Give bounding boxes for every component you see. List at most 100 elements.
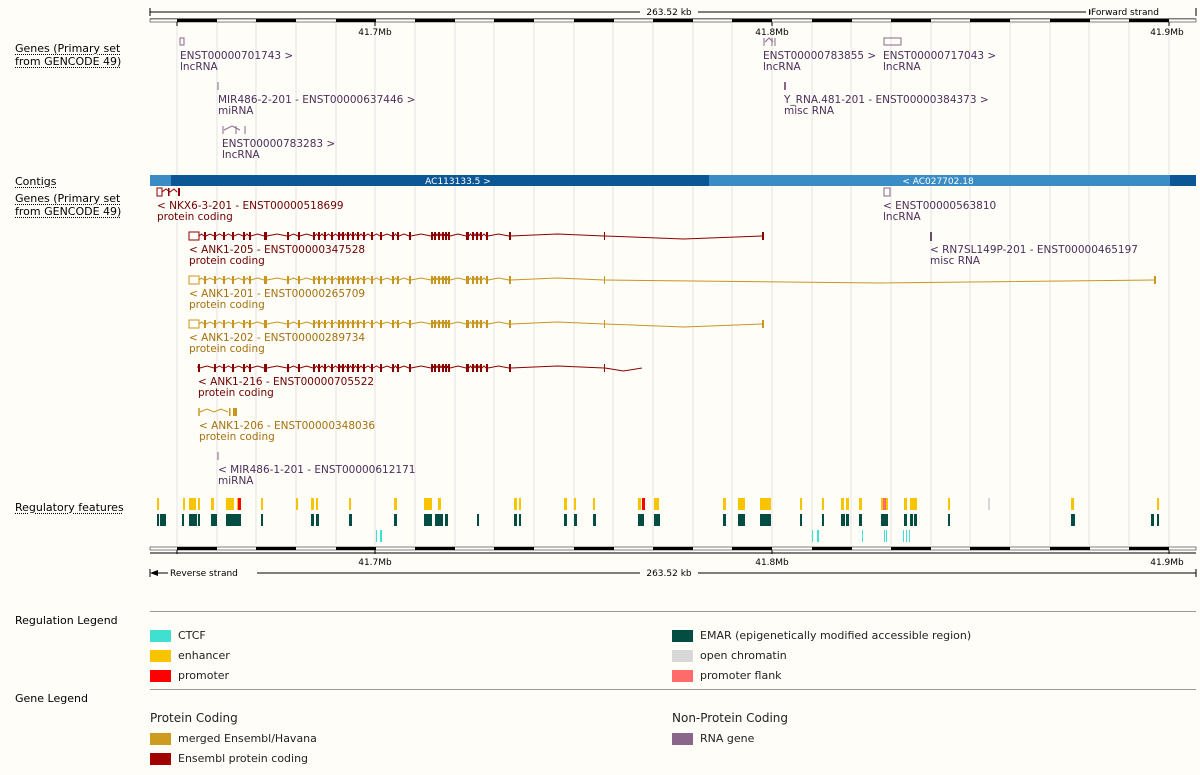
ruler-block bbox=[653, 19, 693, 22]
exon bbox=[476, 364, 478, 372]
exon bbox=[604, 276, 605, 284]
emar-feature bbox=[394, 514, 397, 526]
transcript-ANK1-202[interactable]: < ANK1-202 - ENST00000289734 protein cod… bbox=[188, 319, 764, 355]
gene-NKX6-3-201[interactable]: < NKX6-3-201 - ENST00000518699 protein c… bbox=[156, 187, 344, 223]
legend-text: RNA gene bbox=[700, 732, 755, 745]
contig-AC113133[interactable] bbox=[171, 175, 701, 186]
intron bbox=[325, 233, 332, 237]
legend-swatch bbox=[150, 649, 171, 662]
exon bbox=[347, 320, 349, 328]
gene-ENST00000717043[interactable]: ENST00000717043 > lncRNA bbox=[883, 37, 996, 73]
exon bbox=[409, 276, 411, 284]
ruler-tick-bottom-2: 41.8Mb bbox=[755, 558, 789, 568]
exon bbox=[298, 232, 300, 240]
transcript-ANK1-206[interactable]: < ANK1-206 - ENST00000348036 protein cod… bbox=[198, 408, 375, 443]
intron bbox=[468, 277, 473, 281]
emar-feature bbox=[189, 514, 197, 526]
track-label-contigs[interactable]: Contigs bbox=[15, 175, 57, 188]
enhancer-feature bbox=[311, 498, 314, 510]
ruler-tick-bottom-3: 41.9Mb bbox=[1150, 558, 1184, 568]
exon bbox=[762, 232, 764, 240]
ruler-block bbox=[177, 19, 217, 22]
gene-biotype: lncRNA bbox=[763, 61, 801, 73]
exon bbox=[352, 364, 354, 372]
intron bbox=[348, 365, 353, 369]
intron bbox=[510, 277, 605, 281]
track-label-genes-reverse[interactable]: Genes (Primary set from GENCODE 49) bbox=[15, 192, 121, 218]
intron bbox=[435, 276, 439, 281]
ruler-tick-bottom-1: 41.7Mb bbox=[358, 558, 392, 568]
gene-RN7SL149P-201[interactable]: < RN7SL149P-201 - ENST00000465197 misc R… bbox=[930, 232, 1138, 267]
exon bbox=[445, 232, 447, 240]
legend-ctcf: CTCF bbox=[150, 629, 206, 642]
ctcf-feature bbox=[884, 530, 885, 542]
gene-ENST00000783855[interactable]: ENST00000783855 > lncRNA bbox=[763, 37, 876, 73]
enhancer-feature bbox=[394, 498, 397, 510]
exon bbox=[442, 232, 444, 240]
exon bbox=[331, 232, 333, 240]
intron bbox=[358, 321, 364, 325]
track-label-genes-forward[interactable]: Genes (Primary set from GENCODE 49) bbox=[15, 42, 121, 68]
gene-name: < RN7SL149P-201 - ENST00000465197 bbox=[930, 244, 1138, 256]
exon bbox=[287, 364, 289, 372]
transcript-ANK1-201[interactable]: < ANK1-201 - ENST00000265709 protein cod… bbox=[188, 275, 1156, 311]
gene-ENST00000783283[interactable]: ENST00000783283 > lncRNA bbox=[222, 125, 335, 161]
enhancer-feature bbox=[519, 498, 521, 510]
intron bbox=[343, 233, 348, 237]
gene-biotype: protein coding bbox=[157, 211, 233, 223]
enhancer-feature bbox=[261, 498, 263, 510]
gene-MIR486-2-201[interactable]: MIR486-2-201 - ENST00000637446 > miRNA bbox=[217, 82, 415, 117]
intron bbox=[446, 321, 449, 325]
exon bbox=[448, 364, 450, 372]
exon bbox=[392, 364, 394, 372]
exon bbox=[371, 276, 373, 284]
legend-swatch bbox=[150, 732, 171, 745]
ruler-block bbox=[732, 19, 772, 22]
exon bbox=[466, 276, 469, 284]
gene-Y_RNA-481-201[interactable]: Y_RNA.481-201 - ENST00000384373 > misc R… bbox=[783, 82, 989, 117]
exon bbox=[331, 364, 333, 372]
intron bbox=[449, 321, 467, 325]
intron bbox=[439, 320, 443, 325]
transcript-ANK1-205[interactable]: < ANK1-205 - ENST00000347528 protein cod… bbox=[188, 231, 764, 267]
intron bbox=[244, 365, 250, 369]
intron bbox=[410, 365, 432, 369]
intron bbox=[468, 321, 473, 325]
intron bbox=[432, 321, 435, 325]
exon bbox=[486, 320, 488, 328]
exon bbox=[380, 364, 382, 372]
emar-feature bbox=[316, 514, 319, 526]
exon bbox=[313, 320, 315, 328]
regulatory-features-track bbox=[157, 498, 1159, 542]
utr-block bbox=[188, 319, 200, 329]
contig-AC027702[interactable] bbox=[709, 175, 1170, 186]
promoter-feature bbox=[238, 498, 241, 510]
exon bbox=[371, 364, 373, 372]
reverse-genes-track: < NKX6-3-201 - ENST00000518699 protein c… bbox=[156, 187, 1156, 487]
intron bbox=[288, 277, 299, 281]
gene-name: < NKX6-3-201 - ENST00000518699 bbox=[157, 200, 344, 212]
intron bbox=[343, 277, 348, 281]
exon bbox=[434, 364, 436, 372]
intron bbox=[325, 365, 332, 369]
exon bbox=[243, 276, 245, 284]
gene-MIR486-1-201[interactable]: < MIR486-1-201 - ENST00000612171 miRNA bbox=[217, 452, 415, 487]
intron bbox=[325, 321, 332, 325]
intron bbox=[473, 364, 477, 369]
intron bbox=[358, 277, 364, 281]
promoter-feature bbox=[642, 498, 645, 510]
gene-ENST00000701743[interactable]: ENST00000701743 > lncRNA bbox=[179, 37, 293, 73]
ctcf-feature bbox=[886, 530, 887, 542]
exon bbox=[249, 364, 251, 372]
ctcf-feature bbox=[903, 530, 904, 542]
gene-name: < ANK1-205 - ENST00000347528 bbox=[189, 244, 365, 256]
ruler-block bbox=[336, 547, 376, 550]
legend-swatch bbox=[672, 629, 693, 642]
gene-biotype: lncRNA bbox=[222, 149, 260, 161]
track-label-regulatory[interactable]: Regulatory features bbox=[15, 501, 124, 514]
gene-ENST00000563810[interactable]: < ENST00000563810 lncRNA bbox=[883, 187, 996, 223]
legend-enhancer: enhancer bbox=[150, 649, 230, 662]
exon bbox=[409, 320, 411, 328]
transcript-ANK1-216[interactable]: < ANK1-216 - ENST00000705522 protein cod… bbox=[197, 364, 643, 399]
enhancer-feature bbox=[424, 498, 432, 510]
